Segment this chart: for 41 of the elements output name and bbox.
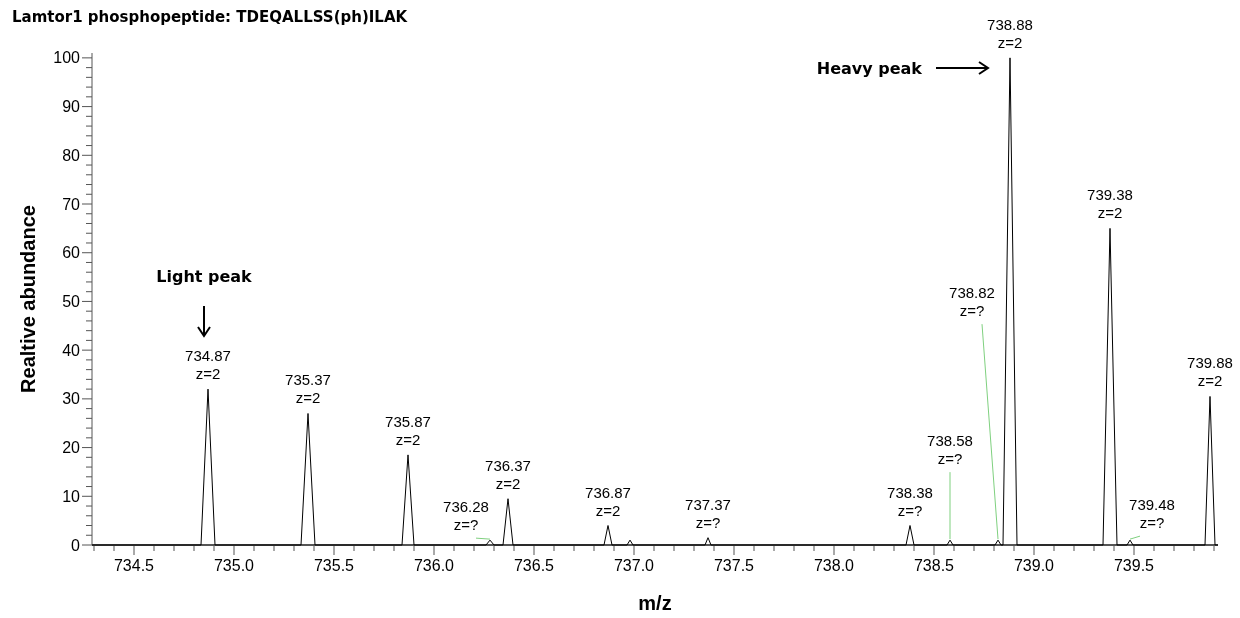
y-tick-label: 20 [62, 439, 81, 457]
annotation: Heavy peak [816, 59, 923, 78]
y-tick-label: 80 [62, 146, 81, 164]
y-tick-label: 40 [62, 341, 81, 359]
annotation: 736.28 z=? [443, 498, 489, 534]
y-tick-label: 30 [62, 390, 81, 408]
y-tick-label: 90 [62, 98, 81, 116]
x-tick-label: 735.0 [213, 557, 255, 574]
y-tick-label: 70 [62, 195, 81, 213]
annotation: 739.88 z=2 [1187, 354, 1233, 390]
y-tick-label: 100 [53, 49, 81, 67]
x-tick-label: 739.5 [1113, 557, 1155, 574]
annotation: 739.38 z=2 [1087, 186, 1133, 222]
x-tick-label: 736.5 [513, 557, 555, 574]
x-tick-label: 738.0 [813, 557, 855, 574]
annotation: 738.82 z=? [949, 284, 995, 320]
annotation: 735.87 z=2 [385, 412, 431, 448]
annotation: 736.87 z=2 [585, 483, 631, 519]
x-tick-label: 735.5 [313, 557, 355, 574]
x-tick-label: 736.0 [413, 557, 455, 574]
annotation: 739.48 z=? [1129, 496, 1175, 532]
annotation: 737.37 z=? [685, 495, 731, 531]
y-axis-title: Realtive abundance [17, 205, 39, 393]
annotation: 738.38 z=? [887, 483, 933, 519]
annotation: 735.37 z=2 [285, 371, 331, 407]
x-axis-title: m/z [638, 592, 672, 614]
annotation: Light peak [156, 267, 253, 286]
annotation: 738.88 z=2 [987, 15, 1033, 51]
x-tick-label: 737.0 [613, 557, 655, 574]
x-tick-label: 738.5 [913, 557, 955, 574]
chart-title: Lamtor1 phosphopeptide: TDEQALLSS(ph)ILAK [12, 8, 409, 26]
y-tick-label: 50 [62, 293, 81, 311]
y-tick-label: 60 [62, 244, 81, 262]
x-tick-label: 737.5 [713, 557, 755, 574]
y-tick-label: 0 [71, 536, 81, 554]
x-tick-label: 739.0 [1013, 557, 1055, 574]
x-tick-label: 734.5 [113, 557, 155, 574]
annotation: 738.58 z=? [927, 432, 973, 468]
annotation: 734.87 z=2 [185, 347, 231, 383]
y-tick-label: 10 [62, 487, 81, 505]
annotation: 736.37 z=2 [485, 456, 531, 492]
